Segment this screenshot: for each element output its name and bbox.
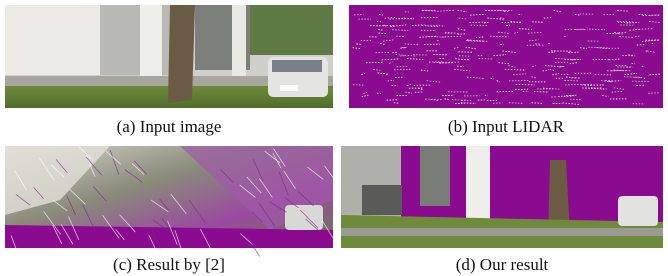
- caption: (a) Input image: [117, 117, 222, 136]
- caption: (b) Input LIDAR: [448, 117, 565, 136]
- caption: (d) Our result: [456, 255, 549, 274]
- lidar-point-row: [544, 18, 552, 19]
- input-image: [5, 5, 333, 108]
- figure: (a) Input image (b) Input LIDAR (c) Resu…: [0, 0, 668, 276]
- result-ours: [341, 146, 663, 248]
- input-lidar: [349, 5, 663, 108]
- result-baseline: [5, 146, 333, 248]
- caption: (c) Result by [2]: [113, 255, 225, 274]
